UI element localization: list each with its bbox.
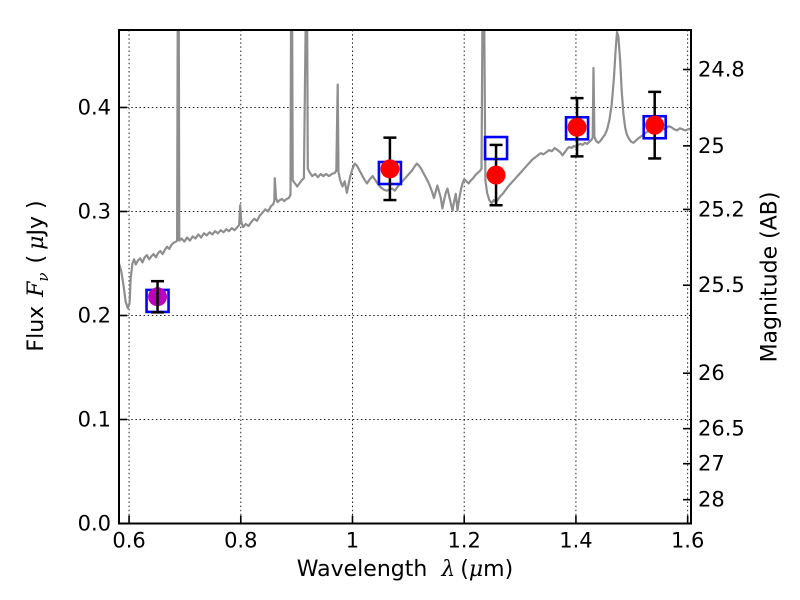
flux-word: Flux [23,305,49,352]
y-left-tick-label: 0.4 [78,95,111,119]
y-left-tick-label: 0.2 [78,303,111,327]
x-axis-title-word: Wavelength [296,557,428,582]
observed-photometry-circle [380,159,400,179]
x-tick-label: 0.6 [112,529,145,553]
tick-marks [119,68,691,525]
y-right-tick-label: 28 [698,488,725,512]
x-tick-label: 1.2 [448,529,481,553]
y-right-tick-label: 24.8 [698,58,745,82]
mu-symbol: μ [468,557,484,582]
x-tick-label: 1 [346,529,359,553]
errorbar [151,279,165,314]
x-axis-unit-close: m) [483,557,514,582]
flux-unit-open: ( [23,254,49,264]
y-right-tick-label: 26.5 [698,417,745,441]
y-left-tick-label: 0.3 [78,199,111,223]
axes-frame [118,29,692,525]
y-left-tick-label: 0.1 [78,407,111,431]
gridlines [119,30,691,524]
photometry-point [377,136,403,202]
y-left-tick-label: 0.0 [78,512,111,536]
observed-photometry-circle [486,165,506,185]
photometry-point [642,90,667,160]
photometry-point [483,135,509,207]
model-spectrum-line [119,30,691,310]
mu-symbol-flux: μ [23,235,49,250]
lambda-symbol: λ [441,557,456,582]
x-tick-label: 1.6 [671,529,704,553]
photometry-point [145,279,170,314]
y-right-tick-label: 27 [698,452,725,476]
x-axis-title: Wavelength λ (μm) [119,557,691,582]
photometry-point [564,96,590,158]
observed-photometry-circle [567,117,587,137]
y-axis-title-right: Magnitude (AB) [757,191,783,363]
x-tick-label: 0.8 [224,529,257,553]
y-right-tick-label: 25.2 [698,197,745,221]
flux-symbol: F [23,281,49,297]
x-axis-unit-open: ( [460,557,469,582]
x-tick-label: 1.4 [559,529,592,553]
flux-unit-close: Jy ) [23,200,49,236]
y-right-tick-label: 26 [698,361,725,385]
nu-symbol: ν [34,272,53,282]
y-right-tick-label: 25 [698,134,725,158]
y-axis-title-left: Flux Fν ( μJy ) [24,200,52,351]
y-right-tick-label: 25.5 [698,273,745,297]
observed-photometry-circle [645,115,665,135]
